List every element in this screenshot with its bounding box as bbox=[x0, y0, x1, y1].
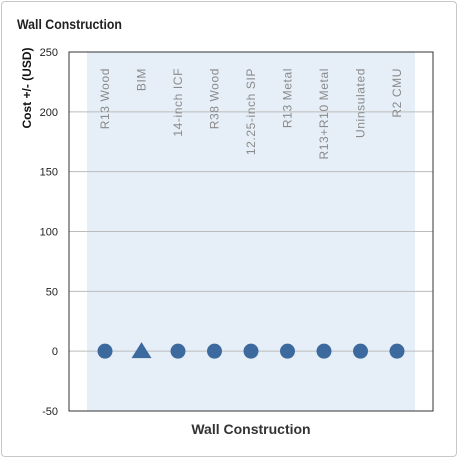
data-point bbox=[280, 343, 295, 359]
data-point bbox=[243, 343, 259, 359]
y-axis-label: Cost +/- (USD) bbox=[20, 47, 34, 128]
data-point-triangle bbox=[131, 342, 152, 359]
plot-frame bbox=[68, 51, 434, 412]
category-label: R38 Wood bbox=[208, 68, 222, 129]
data-point bbox=[207, 343, 222, 359]
y-tick-label: 200 bbox=[40, 107, 58, 119]
data-point bbox=[97, 343, 113, 359]
chart-title: Wall Construction bbox=[17, 16, 122, 32]
category-label: 12.25-inch SIP bbox=[244, 68, 258, 155]
y-tick-label: 150 bbox=[40, 167, 58, 179]
category-label: BIM bbox=[135, 68, 149, 91]
y-tick-label: 0 bbox=[52, 346, 58, 358]
category-label: R2 CMU bbox=[390, 68, 404, 118]
data-point bbox=[389, 343, 405, 359]
category-label: R13 Wood bbox=[98, 68, 112, 129]
y-axis-ticks: 250 200 150 100 50 0 -50 bbox=[40, 47, 58, 418]
y-tick-label: 250 bbox=[40, 47, 58, 59]
x-axis-label: Wall Construction bbox=[191, 421, 310, 437]
data-point bbox=[170, 343, 186, 359]
category-label: R13+R10 Metal bbox=[317, 68, 331, 160]
y-tick-label: -50 bbox=[42, 406, 58, 418]
category-label: R13 Metal bbox=[281, 68, 295, 128]
y-tick-label: 50 bbox=[46, 286, 58, 298]
data-points bbox=[97, 342, 405, 359]
data-point bbox=[353, 343, 368, 359]
category-label: 14-inch ICF bbox=[171, 68, 185, 137]
data-point bbox=[316, 343, 332, 359]
y-tick-label: 100 bbox=[40, 227, 58, 239]
category-label: Uninsulated bbox=[354, 68, 368, 138]
category-labels: R13 Wood BIM 14-inch ICF R38 Wood 12.25-inch… bbox=[98, 68, 404, 160]
